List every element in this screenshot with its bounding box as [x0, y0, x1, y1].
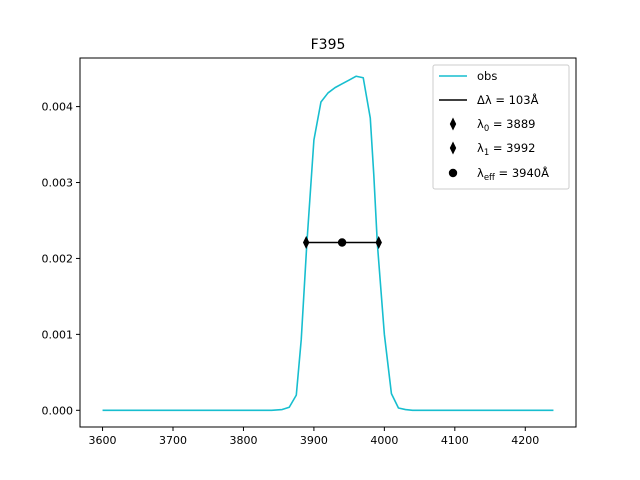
series-point-4-0	[337, 238, 347, 247]
x-tick-label: 4100	[441, 434, 469, 447]
axes: 3600 3700 3800 3900 4000 4100 4200 0.000 0.001 0.…	[42, 57, 577, 447]
series-line-0	[102, 75, 554, 412]
legend-label: λeff = 3940Å	[477, 165, 549, 183]
y-tick-label: 0.000	[42, 404, 74, 417]
legend-box	[432, 64, 570, 190]
y-tick-label: 0.004	[42, 101, 74, 114]
series-point-2-0	[302, 236, 310, 249]
x-tick-label: 3700	[159, 434, 187, 447]
legend: obs Δλ = 103Å λ0 = 3889 λ1 = 3992 λeff = 394…	[432, 64, 570, 190]
legend-label: obs	[477, 69, 497, 83]
series-point-3-0	[375, 236, 382, 249]
y-tick-label: 0.002	[42, 252, 74, 265]
legend-diamond-icon	[449, 117, 457, 131]
legend-label: λ1 = 3992	[477, 141, 535, 158]
axes-frame	[79, 57, 577, 428]
legend-label: λ0 = 3889	[477, 117, 535, 134]
y-tick-label: 0.001	[42, 328, 74, 341]
legend-diamond-icon	[449, 141, 457, 155]
x-tick-label: 3800	[229, 434, 257, 447]
legend-label: Δλ = 103Å	[477, 92, 539, 107]
x-tick-label: 4200	[511, 434, 539, 447]
x-tick-label: 3600	[89, 434, 117, 447]
x-tick-label: 3900	[300, 434, 328, 447]
chart-title: F395	[311, 37, 346, 53]
plot-area	[102, 75, 554, 412]
legend-circle-icon	[448, 168, 458, 178]
x-tick-label: 4000	[370, 434, 398, 447]
y-tick-label: 0.003	[42, 177, 74, 190]
